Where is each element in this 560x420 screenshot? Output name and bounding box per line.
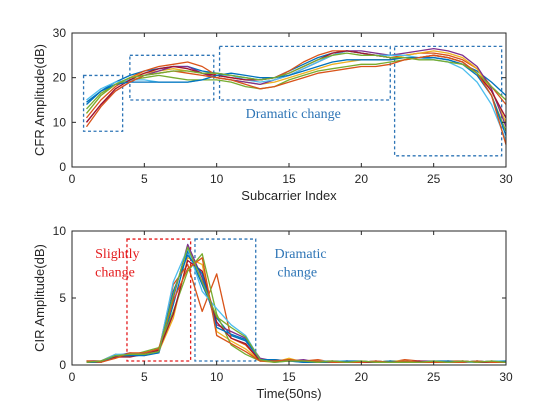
- x-tick-label: 5: [141, 370, 148, 384]
- highlight-box-4: [393, 45, 503, 157]
- y-tick-label: 5: [59, 291, 66, 305]
- x-tick-label: 0: [69, 370, 76, 384]
- annotation-text: Slightly: [95, 247, 139, 262]
- annotation-text: change: [277, 266, 317, 281]
- series-line-4: [86, 243, 507, 363]
- highlight-box-2: [194, 238, 257, 362]
- cfr-ticks: 0 5 10 15 20 25 30 0 10 20 30: [53, 26, 513, 186]
- y-tick-label: 30: [53, 26, 67, 40]
- x-tick-label: 25: [427, 370, 441, 384]
- y-tick-label: 10: [53, 224, 67, 238]
- cir-x-axis-label: Time(50ns): [256, 386, 321, 401]
- x-tick-label: 10: [210, 370, 224, 384]
- x-tick-label: 10: [210, 172, 224, 186]
- x-tick-label: 25: [427, 172, 441, 186]
- x-tick-label: 30: [499, 370, 513, 384]
- x-tick-label: 30: [499, 172, 513, 186]
- cir-series-lines: [86, 243, 507, 363]
- annotation-text: Dramatic: [275, 247, 327, 262]
- series-line-10: [86, 246, 507, 363]
- x-tick-label: 20: [355, 172, 369, 186]
- highlight-box-1: [126, 238, 192, 362]
- cir-annotations: Slightly change Dramatic change: [95, 247, 326, 281]
- series-line-6: [86, 50, 507, 141]
- cfr-x-axis-label: Subcarrier Index: [241, 188, 337, 203]
- series-line-9: [86, 257, 506, 363]
- series-line-8: [86, 56, 507, 136]
- series-line-2: [85, 50, 507, 119]
- annotation-text: change: [95, 266, 135, 281]
- cfr-y-axis-label: CFR Amplitude(dB): [32, 44, 47, 156]
- cfr-annotations: Dramatic change: [246, 107, 341, 122]
- cir-ticks: 0 5 10 15 20 25 30 0 5 10: [53, 224, 513, 384]
- cfr-annotation-boxes: [82, 45, 503, 157]
- cir-panel: 0 5 10 15 20 25 30 0 5 10 Slightly change Dramatic c…: [32, 224, 513, 401]
- y-tick-label: 0: [59, 160, 66, 174]
- annotation-text: Dramatic change: [246, 107, 341, 122]
- x-tick-label: 15: [282, 370, 296, 384]
- series-line-10: [85, 52, 507, 114]
- cfr-series-lines: [85, 47, 507, 145]
- highlight-box-3: [218, 45, 391, 101]
- x-tick-label: 0: [69, 172, 76, 186]
- y-tick-label: 0: [59, 358, 66, 372]
- x-tick-label: 5: [141, 172, 148, 186]
- x-tick-label: 15: [282, 172, 296, 186]
- highlight-box-1: [82, 74, 124, 132]
- cir-annotation-boxes: [126, 238, 257, 362]
- y-tick-label: 10: [53, 115, 67, 129]
- y-tick-label: 20: [53, 71, 67, 85]
- cfr-panel: 0 5 10 15 20 25 30 0 10 20 30 Dramatic change Subc…: [32, 26, 513, 203]
- x-tick-label: 20: [355, 370, 369, 384]
- cir-y-axis-label: CIR Amplitude(dB): [32, 244, 47, 352]
